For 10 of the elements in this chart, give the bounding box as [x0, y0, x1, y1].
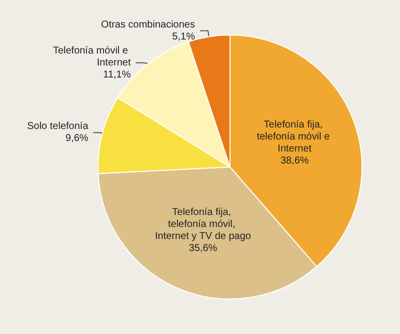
slice-label: Solo telefonía: [27, 121, 89, 132]
data-label: 11,1%: [103, 69, 131, 80]
data-label: 35,6%: [188, 242, 218, 254]
slice-label: Telefonía móvil e Internet: [52, 45, 131, 68]
slice-label: Otras combinaciones: [101, 19, 195, 30]
slice-label: Telefonía fija, telefonía móvil, Internet y TV de pago: [154, 206, 252, 242]
data-label: 38,6%: [280, 155, 309, 166]
data-label: 5,1%: [172, 31, 196, 42]
slice-label: Telefonía fija, telefonía móvil e Internet: [256, 119, 332, 154]
data-label: 9,6%: [65, 133, 88, 144]
